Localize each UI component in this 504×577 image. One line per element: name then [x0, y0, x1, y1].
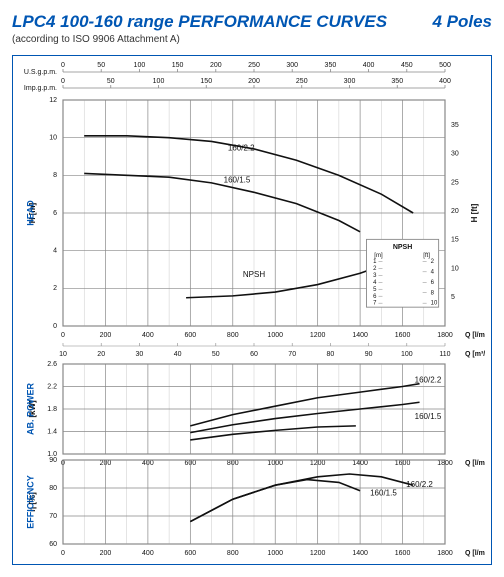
svg-text:2: 2	[53, 285, 57, 292]
svg-text:200: 200	[248, 78, 260, 85]
svg-text:400: 400	[439, 78, 451, 85]
svg-text:1600: 1600	[395, 550, 411, 557]
svg-text:60: 60	[250, 351, 258, 358]
svg-text:10: 10	[451, 265, 459, 272]
svg-text:6: 6	[53, 210, 57, 217]
svg-text:400: 400	[363, 62, 375, 69]
svg-text:20: 20	[451, 208, 459, 215]
svg-text:15: 15	[451, 237, 459, 244]
svg-text:90: 90	[49, 457, 57, 464]
svg-text:80: 80	[49, 485, 57, 492]
svg-text:160/2.2: 160/2.2	[415, 376, 442, 385]
svg-text:30: 30	[451, 151, 459, 158]
svg-text:70: 70	[288, 351, 296, 358]
svg-text:10: 10	[431, 301, 438, 307]
svg-text:800: 800	[227, 332, 239, 339]
svg-text:800: 800	[227, 550, 239, 557]
svg-text:2.6: 2.6	[47, 361, 57, 368]
svg-text:1200: 1200	[310, 332, 326, 339]
svg-text:4: 4	[53, 248, 57, 255]
svg-text:1800: 1800	[437, 550, 453, 557]
svg-text:350: 350	[325, 62, 337, 69]
svg-text:100: 100	[153, 78, 165, 85]
svg-text:160/2.2: 160/2.2	[228, 144, 255, 153]
svg-text:600: 600	[184, 550, 196, 557]
svg-text:1600: 1600	[395, 332, 411, 339]
svg-text:50: 50	[212, 351, 220, 358]
svg-text:Imp.g.p.m.: Imp.g.p.m.	[24, 85, 57, 92]
svg-text:90: 90	[365, 351, 373, 358]
svg-text:300: 300	[344, 78, 356, 85]
svg-text:350: 350	[391, 78, 403, 85]
svg-text:Q [m³/h]: Q [m³/h]	[465, 351, 485, 358]
svg-text:0: 0	[53, 323, 57, 330]
svg-text:1.8: 1.8	[47, 406, 57, 413]
performance-chart: 050100150200250300350400450500U.S.g.p.m.…	[17, 60, 485, 560]
svg-text:60: 60	[49, 541, 57, 548]
svg-text:400: 400	[142, 332, 154, 339]
svg-text:2.2: 2.2	[47, 383, 57, 390]
svg-text:1.4: 1.4	[47, 428, 57, 435]
svg-text:0: 0	[61, 62, 65, 69]
svg-text:110: 110	[439, 351, 450, 358]
svg-text:0: 0	[61, 550, 65, 557]
svg-text:Q [l/min]: Q [l/min]	[465, 460, 485, 467]
svg-text:200: 200	[210, 62, 222, 69]
svg-text:Q [l/min]: Q [l/min]	[465, 332, 485, 339]
svg-text:1000: 1000	[267, 550, 283, 557]
svg-text:1400: 1400	[352, 332, 368, 339]
svg-text:250: 250	[296, 78, 308, 85]
svg-text:0: 0	[61, 332, 65, 339]
svg-text:200: 200	[100, 332, 112, 339]
svg-text:600: 600	[184, 332, 196, 339]
svg-text:10: 10	[49, 135, 57, 142]
svg-text:20: 20	[97, 351, 105, 358]
svg-text:[ft]: [ft]	[423, 253, 430, 259]
svg-text:160/1.5: 160/1.5	[370, 488, 397, 497]
svg-text:1000: 1000	[267, 332, 283, 339]
svg-text:30: 30	[136, 351, 144, 358]
page-title: LPC4 100-160 range PERFORMANCE CURVES	[12, 12, 387, 32]
svg-text:1200: 1200	[310, 550, 326, 557]
svg-text:70: 70	[49, 513, 57, 520]
svg-text:80: 80	[327, 351, 335, 358]
svg-text:40: 40	[174, 351, 182, 358]
svg-text:35: 35	[451, 122, 459, 129]
svg-text:150: 150	[200, 78, 212, 85]
svg-text:200: 200	[100, 550, 112, 557]
svg-text:500: 500	[439, 62, 451, 69]
svg-text:450: 450	[401, 62, 413, 69]
svg-text:EFFICIENCY: EFFICIENCY	[25, 475, 35, 529]
chart-frame: 050100150200250300350400450500U.S.g.p.m.…	[12, 55, 492, 565]
svg-text:8: 8	[53, 172, 57, 179]
svg-text:300: 300	[286, 62, 298, 69]
svg-text:400: 400	[142, 550, 154, 557]
svg-text:250: 250	[248, 62, 260, 69]
svg-text:100: 100	[134, 62, 146, 69]
svg-text:1400: 1400	[352, 550, 368, 557]
svg-text:AB. POWER: AB. POWER	[25, 383, 35, 436]
svg-text:Q [l/min]: Q [l/min]	[465, 550, 485, 557]
svg-text:HEAD: HEAD	[25, 200, 35, 226]
svg-text:U.S.g.p.m.: U.S.g.p.m.	[24, 69, 57, 76]
svg-text:160/1.5: 160/1.5	[415, 412, 442, 421]
svg-text:5: 5	[451, 294, 455, 301]
svg-text:NPSH: NPSH	[393, 244, 412, 251]
subtitle: (according to ISO 9906 Attachment A)	[12, 34, 492, 45]
poles-label: 4 Poles	[432, 12, 492, 32]
svg-text:160/1.5: 160/1.5	[224, 176, 251, 185]
svg-text:50: 50	[107, 78, 115, 85]
svg-text:0: 0	[61, 78, 65, 85]
svg-text:NPSH: NPSH	[243, 270, 265, 279]
svg-text:25: 25	[451, 179, 459, 186]
svg-text:100: 100	[401, 351, 413, 358]
svg-text:12: 12	[49, 97, 57, 104]
svg-text:1800: 1800	[437, 332, 453, 339]
svg-text:150: 150	[172, 62, 184, 69]
svg-text:10: 10	[59, 351, 67, 358]
svg-text:50: 50	[97, 62, 105, 69]
svg-text:H [ft]: H [ft]	[470, 203, 479, 222]
svg-text:160/2.2: 160/2.2	[406, 480, 433, 489]
